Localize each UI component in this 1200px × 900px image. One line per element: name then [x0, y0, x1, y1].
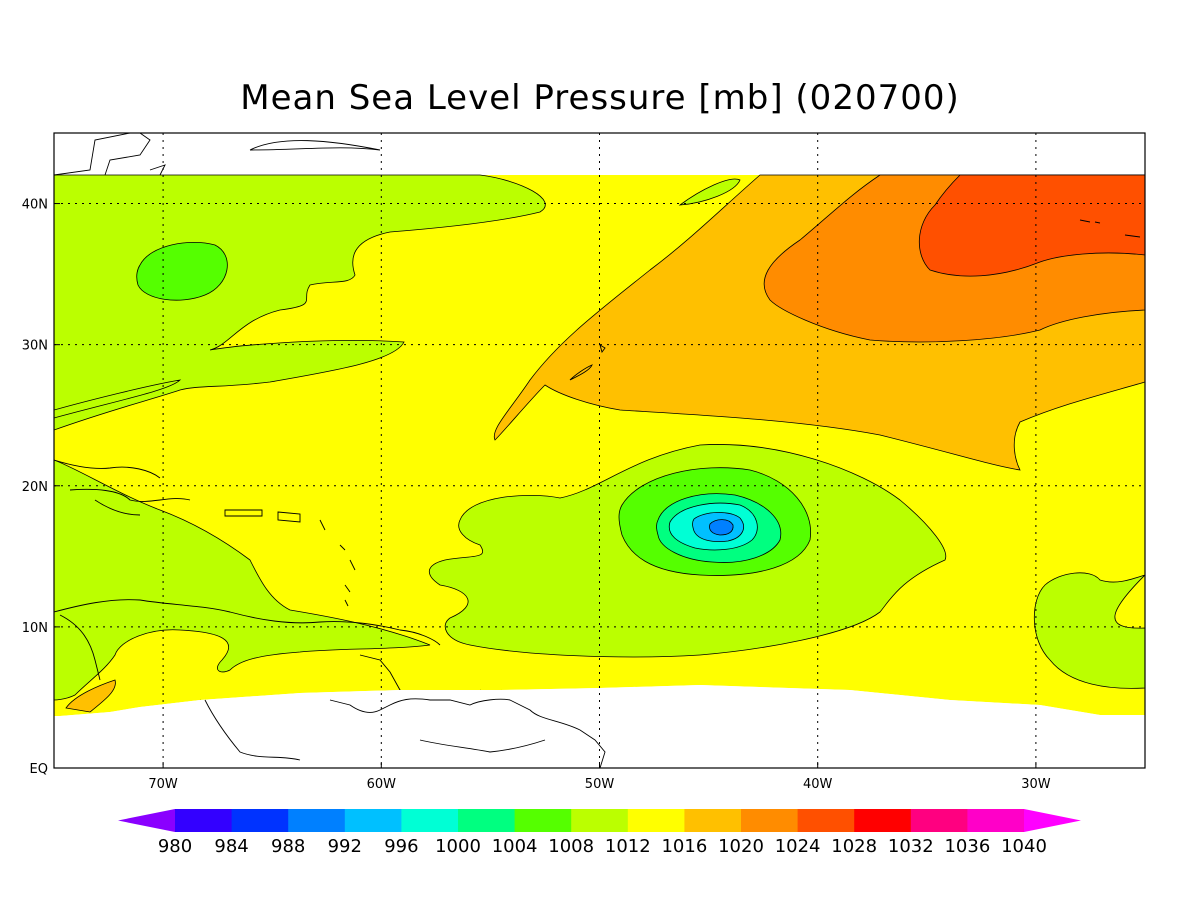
colorbar-swatch: [854, 809, 912, 832]
pressure-field: [54, 133, 1145, 768]
lat-tick-label: 20N: [22, 480, 48, 495]
colorbar-label: 1012: [605, 836, 651, 857]
colorbar-low-arrow: [118, 809, 175, 832]
colorbar-label: 988: [271, 836, 305, 857]
colorbar-label: 1016: [661, 836, 707, 857]
band-1028-northeast: [918, 174, 1145, 277]
graticule: [54, 133, 1145, 768]
colorbar-swatch: [514, 809, 572, 832]
colorbar-swatch: [797, 809, 855, 832]
colorbar-swatch: [344, 809, 402, 832]
band-1012-small-north: [678, 178, 741, 206]
colorbar-swatch: [458, 809, 516, 832]
colorbar: 980 984 988 992 996 1000 1004 1008 1012 1016 1020 1…: [118, 809, 1081, 857]
colorbar-swatch: [401, 809, 459, 832]
colorbar-label: 1036: [944, 836, 990, 857]
colorbar-high-arrow: [1024, 809, 1081, 832]
colorbar-swatch: [627, 809, 685, 832]
colorbar-label: 1008: [548, 836, 594, 857]
band-1012-thin-tail: [54, 379, 182, 419]
lat-tick-label: 30N: [22, 339, 48, 354]
colorbar-swatch: [741, 809, 799, 832]
lon-tick-label: 50W: [585, 777, 615, 792]
colorbar-label: 1028: [831, 836, 877, 857]
colorbar-swatch: [175, 809, 233, 832]
lon-tick-label: 60W: [367, 777, 397, 792]
no-data-south: [54, 685, 1145, 768]
colorbar-swatch: [571, 809, 629, 832]
colorbar-swatch: [910, 809, 968, 832]
colorbar-label: 1000: [435, 836, 481, 857]
lon-tick-label: 30W: [1021, 777, 1051, 792]
colorbar-label: 1032: [888, 836, 934, 857]
colorbar-label: 1040: [1001, 836, 1047, 857]
colorbar-label: 1004: [492, 836, 538, 857]
colorbar-label: 984: [214, 836, 248, 857]
band-1008-northwest: [136, 242, 228, 301]
band-1012-northwest: [54, 174, 546, 431]
colorbar-swatch: [967, 809, 1025, 832]
colorbar-label: 980: [158, 836, 192, 857]
colorbar-swatch: [231, 809, 289, 832]
colorbar-label: 996: [384, 836, 418, 857]
lat-tick-label: 40N: [22, 198, 48, 213]
colorbar-label: 1020: [718, 836, 764, 857]
lon-tick-label: 70W: [148, 777, 178, 792]
south-america-coast: [204, 698, 606, 768]
band-1012-caribbean: [54, 459, 431, 701]
lat-tick-label: 10N: [22, 621, 48, 636]
colorbar-swatch: [288, 809, 346, 832]
lat-tick-label: EQ: [30, 762, 48, 777]
map-title: Mean Sea Level Pressure [mb] (020700): [240, 78, 960, 118]
lon-tick-label: 40W: [803, 777, 833, 792]
colorbar-label: 1024: [775, 836, 821, 857]
band-992: [709, 519, 734, 536]
colorbar-swatch: [684, 809, 742, 832]
colorbar-label: 992: [328, 836, 362, 857]
band-1020-sw-spot: [65, 679, 116, 713]
